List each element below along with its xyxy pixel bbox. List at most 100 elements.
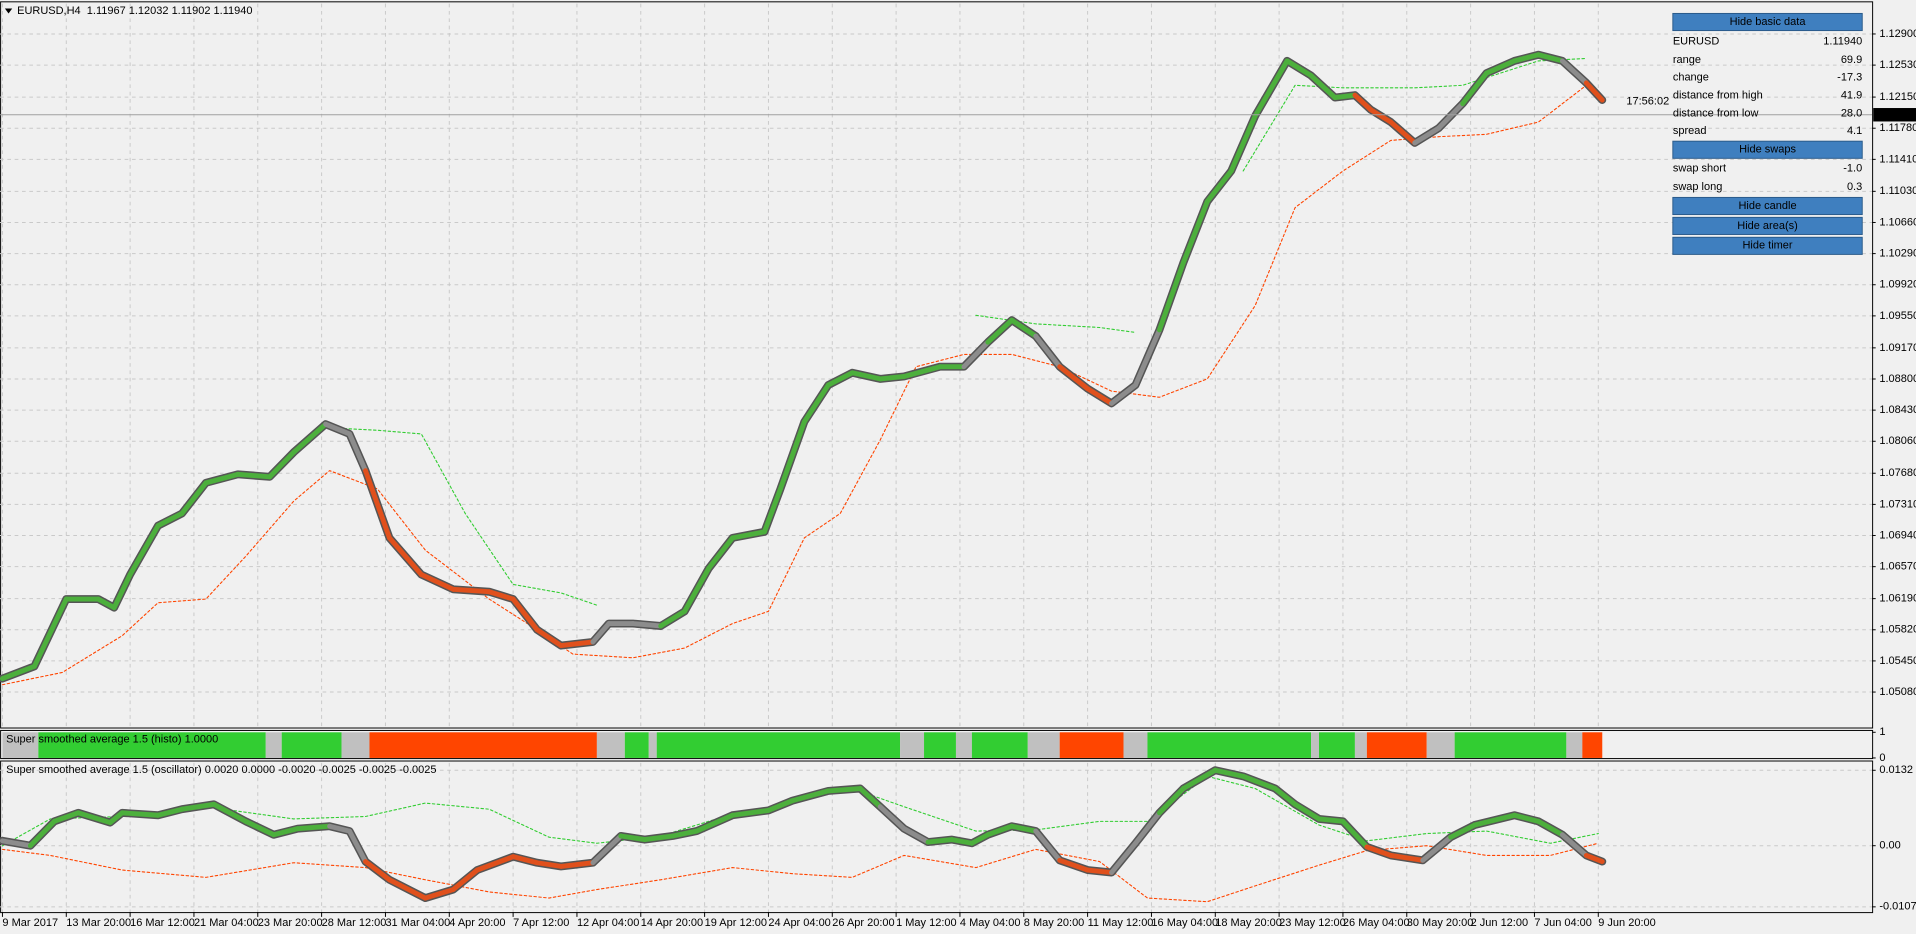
trend-segment bbox=[1240, 773, 1278, 791]
histo-bar bbox=[1454, 732, 1567, 758]
trend-segment bbox=[27, 818, 57, 849]
panel-button-label[interactable]: Hide swaps bbox=[1739, 144, 1796, 156]
trend-segment bbox=[1535, 52, 1565, 64]
info-label: distance from low bbox=[1673, 107, 1759, 119]
trend-segment bbox=[1228, 113, 1258, 174]
histo-bar bbox=[1319, 732, 1355, 758]
panel-button[interactable] bbox=[1672, 196, 1863, 216]
trend-segment bbox=[1284, 58, 1314, 78]
x-tick-label: 31 Mar 04:00 bbox=[385, 917, 450, 929]
trend-segment bbox=[0, 663, 37, 682]
trend-segment bbox=[347, 431, 368, 474]
y-tick-label: 1.11410 bbox=[1879, 153, 1916, 165]
trend-segment bbox=[450, 586, 492, 595]
trend-segment bbox=[291, 421, 329, 455]
x-tick-label: 30 May 20:00 bbox=[1407, 917, 1474, 929]
trend-segment bbox=[1388, 119, 1418, 146]
trend-segment bbox=[1340, 818, 1370, 850]
trend-segment bbox=[961, 339, 991, 370]
histo-bar bbox=[648, 732, 657, 758]
trend-segment bbox=[474, 854, 516, 873]
info-value: 4.1 bbox=[1847, 125, 1862, 137]
y-tick-label: 1.09920 bbox=[1879, 279, 1916, 291]
trend-segment bbox=[534, 860, 564, 869]
info-label: distance from high bbox=[1673, 90, 1763, 102]
trend-segment bbox=[203, 471, 241, 486]
histo-bar bbox=[924, 732, 956, 758]
y-tick-label: 1.07680 bbox=[1879, 467, 1916, 479]
trend-segment bbox=[618, 833, 648, 843]
x-tick-label: 18 May 20:00 bbox=[1215, 917, 1282, 929]
x-tick-label: 21 Mar 04:00 bbox=[194, 917, 259, 929]
panel-button-label[interactable]: Hide area(s) bbox=[1737, 220, 1798, 232]
panel-button[interactable] bbox=[1672, 216, 1863, 235]
trend-segment bbox=[107, 810, 125, 826]
trend-segment bbox=[1204, 168, 1234, 204]
trend-segment bbox=[630, 621, 664, 629]
trend-segment bbox=[925, 837, 955, 845]
histo-bar bbox=[38, 732, 266, 758]
trend-segment bbox=[510, 596, 540, 633]
trend-segment bbox=[1009, 823, 1039, 834]
current-price-box bbox=[1873, 108, 1916, 122]
histo-bar bbox=[1059, 732, 1124, 758]
panel-button[interactable] bbox=[1672, 140, 1863, 159]
panel-button[interactable] bbox=[1672, 236, 1863, 255]
y-tick-label: 1.09170 bbox=[1879, 342, 1916, 354]
trend-segment bbox=[558, 639, 596, 649]
y-tick-label: 1.06940 bbox=[1879, 529, 1916, 541]
trend-segment bbox=[1535, 818, 1565, 838]
trend-segment bbox=[486, 589, 516, 602]
panel-button[interactable] bbox=[1672, 12, 1863, 32]
trend-segment bbox=[825, 786, 863, 794]
band-line bbox=[1, 842, 1599, 903]
trend-segment bbox=[1583, 80, 1605, 103]
y-tick-label: 1.11780 bbox=[1879, 122, 1916, 134]
panel-button-label[interactable]: Hide basic data bbox=[1730, 16, 1807, 28]
trend-segment bbox=[1292, 801, 1322, 822]
y-tick-label: 1.05820 bbox=[1879, 624, 1916, 636]
trend-segment bbox=[1448, 822, 1478, 840]
panel-button-label[interactable]: Hide timer bbox=[1742, 240, 1792, 252]
info-label: change bbox=[1673, 72, 1709, 84]
trend-segment bbox=[1272, 786, 1298, 807]
trend-segment bbox=[323, 421, 352, 437]
y-tick-label: 1.12150 bbox=[1879, 91, 1916, 103]
trend-segment bbox=[450, 867, 480, 892]
x-tick-label: 12 Apr 04:00 bbox=[577, 917, 639, 929]
panel-button-label[interactable]: Hide candle bbox=[1738, 200, 1796, 212]
x-tick-label: 4 May 04:00 bbox=[960, 917, 1021, 929]
trend-segment bbox=[1057, 857, 1091, 873]
trend-segment bbox=[1156, 260, 1186, 333]
trend-segment bbox=[1420, 834, 1454, 863]
y-tick-label: 1.05080 bbox=[1879, 686, 1916, 698]
trend-segment bbox=[949, 837, 975, 846]
trend-segment bbox=[590, 621, 612, 645]
trend-segment bbox=[31, 596, 69, 669]
x-tick-label: 26 Apr 20:00 bbox=[832, 917, 894, 929]
histo-bar bbox=[1311, 732, 1320, 758]
band-line bbox=[1, 84, 1587, 686]
swap-value: 0.3 bbox=[1847, 181, 1862, 193]
pane-title: EURUSD,H4 1.11967 1.12032 1.11902 1.1194… bbox=[17, 5, 252, 17]
trend-segment bbox=[1484, 58, 1517, 76]
trend-segment bbox=[1512, 52, 1541, 64]
y-tick-label: -0.0107 bbox=[1879, 901, 1916, 913]
histo-bar bbox=[624, 732, 649, 758]
trend-segment bbox=[1212, 767, 1246, 779]
band-line bbox=[329, 57, 1587, 606]
x-tick-label: 11 May 12:00 bbox=[1088, 917, 1154, 929]
symbol: EURUSD bbox=[1673, 35, 1719, 47]
x-tick-label: 23 May 12:00 bbox=[1279, 917, 1346, 929]
trend-segment bbox=[211, 801, 249, 824]
y-tick-label: 1.08800 bbox=[1879, 373, 1916, 385]
histo-bar bbox=[265, 732, 282, 758]
y-tick-label: 0.00 bbox=[1879, 840, 1900, 852]
trend-segment bbox=[75, 810, 113, 826]
trend-segment bbox=[765, 798, 795, 813]
trend-segment bbox=[127, 523, 161, 578]
trend-segment bbox=[1133, 327, 1162, 388]
histo-bar bbox=[1027, 732, 1060, 758]
trend-segment bbox=[510, 854, 540, 866]
trend-segment bbox=[590, 833, 624, 866]
